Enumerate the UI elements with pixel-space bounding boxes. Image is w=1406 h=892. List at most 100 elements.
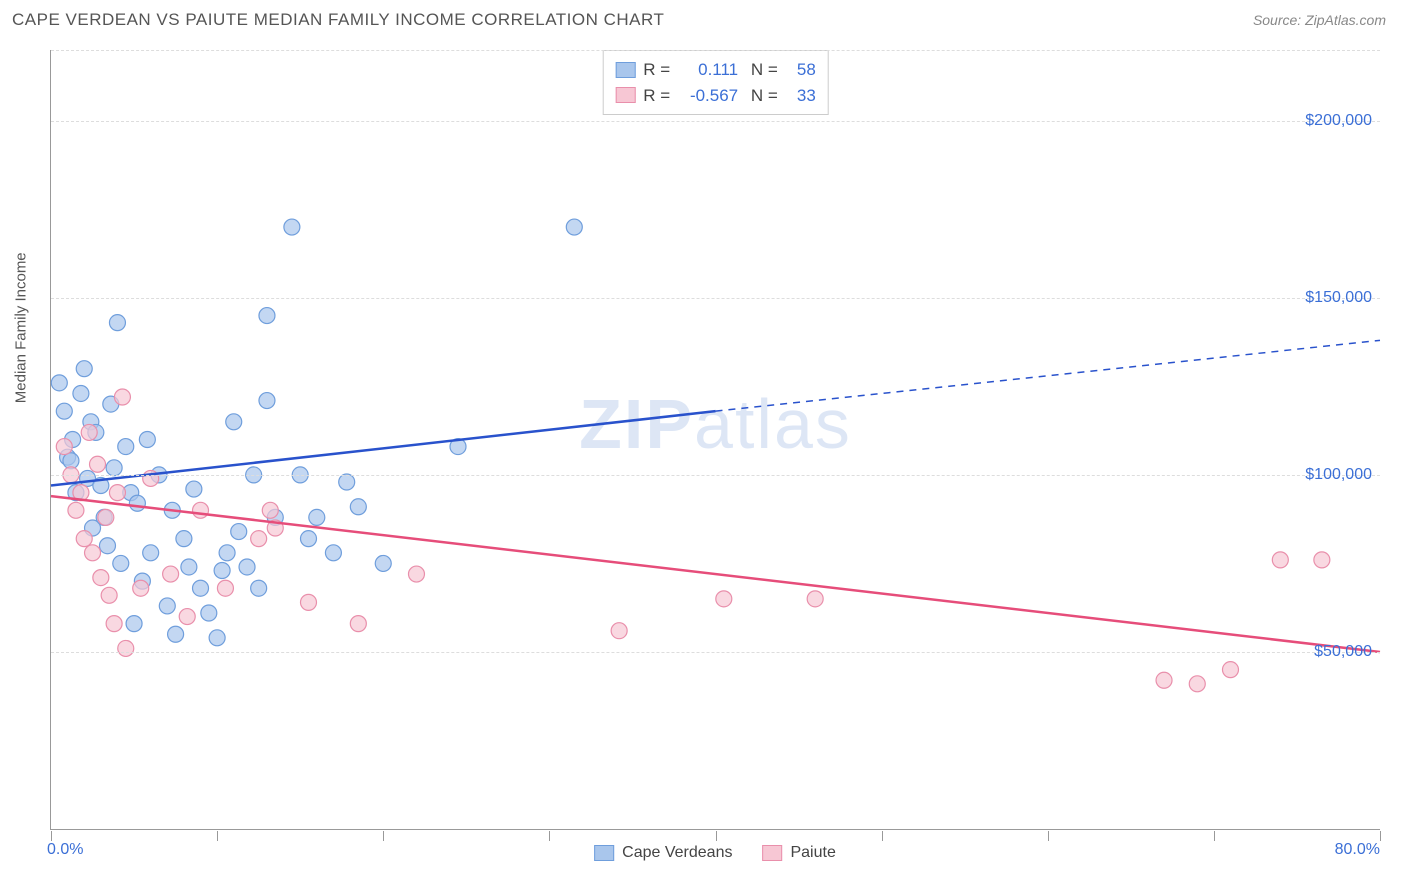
point-capeverdeans xyxy=(139,432,155,448)
plot-area: ZIPatlas Median Family Income R = 0.111 … xyxy=(50,50,1380,830)
y-tick-label: $200,000 xyxy=(1305,112,1372,130)
point-capeverdeans xyxy=(129,495,145,511)
y-tick-label: $150,000 xyxy=(1305,289,1372,307)
point-paiute xyxy=(1156,672,1172,688)
point-paiute xyxy=(109,485,125,501)
point-capeverdeans xyxy=(566,219,582,235)
n-value-paiute: 33 xyxy=(786,83,816,109)
gridline xyxy=(51,121,1380,122)
gridline xyxy=(51,50,1380,51)
point-paiute xyxy=(251,531,267,547)
point-paiute xyxy=(1314,552,1330,568)
legend-label-capeverdeans: Cape Verdeans xyxy=(622,844,732,862)
point-capeverdeans xyxy=(109,315,125,331)
point-capeverdeans xyxy=(99,538,115,554)
point-paiute xyxy=(68,502,84,518)
point-paiute xyxy=(262,502,278,518)
x-tick xyxy=(1380,831,1381,841)
bottom-legend: Cape Verdeans Paiute xyxy=(594,844,836,862)
point-capeverdeans xyxy=(126,616,142,632)
point-paiute xyxy=(98,509,114,525)
point-capeverdeans xyxy=(193,580,209,596)
point-paiute xyxy=(85,545,101,561)
point-capeverdeans xyxy=(118,439,134,455)
point-paiute xyxy=(101,587,117,603)
point-capeverdeans xyxy=(284,219,300,235)
x-tick-label-max: 80.0% xyxy=(1335,841,1380,859)
chart-header: CAPE VERDEAN VS PAIUTE MEDIAN FAMILY INC… xyxy=(0,0,1406,40)
point-paiute xyxy=(193,502,209,518)
regression-capeverdeans-dashed xyxy=(716,340,1381,411)
point-paiute xyxy=(611,623,627,639)
y-axis-label: Median Family Income xyxy=(13,252,30,403)
point-capeverdeans xyxy=(176,531,192,547)
swatch-paiute xyxy=(762,845,782,861)
point-paiute xyxy=(408,566,424,582)
point-capeverdeans xyxy=(186,481,202,497)
point-capeverdeans xyxy=(56,403,72,419)
legend-item-capeverdeans: Cape Verdeans xyxy=(594,844,732,862)
point-capeverdeans xyxy=(300,531,316,547)
point-paiute xyxy=(807,591,823,607)
point-paiute xyxy=(179,609,195,625)
point-paiute xyxy=(90,456,106,472)
point-paiute xyxy=(350,616,366,632)
point-paiute xyxy=(106,616,122,632)
y-tick-label: $100,000 xyxy=(1305,466,1372,484)
y-tick-label: $50,000 xyxy=(1314,643,1372,661)
point-paiute xyxy=(93,570,109,586)
swatch-capeverdeans xyxy=(615,62,635,78)
stats-row-capeverdeans: R = 0.111 N = 58 xyxy=(615,57,816,83)
chart-svg xyxy=(51,50,1380,829)
point-capeverdeans xyxy=(159,598,175,614)
point-paiute xyxy=(300,594,316,610)
point-capeverdeans xyxy=(309,509,325,525)
x-tick xyxy=(383,831,384,841)
r-value-capeverdeans: 0.111 xyxy=(678,57,738,83)
point-capeverdeans xyxy=(259,308,275,324)
x-tick-label-min: 0.0% xyxy=(47,841,83,859)
point-capeverdeans xyxy=(226,414,242,430)
gridline xyxy=(51,652,1380,653)
point-capeverdeans xyxy=(259,393,275,409)
point-capeverdeans xyxy=(339,474,355,490)
x-tick xyxy=(217,831,218,841)
point-capeverdeans xyxy=(76,361,92,377)
point-capeverdeans xyxy=(73,385,89,401)
point-capeverdeans xyxy=(106,460,122,476)
point-paiute xyxy=(716,591,732,607)
point-paiute xyxy=(133,580,149,596)
gridline xyxy=(51,475,1380,476)
point-capeverdeans xyxy=(231,524,247,540)
point-capeverdeans xyxy=(143,545,159,561)
point-paiute xyxy=(163,566,179,582)
stats-legend: R = 0.111 N = 58 R = -0.567 N = 33 xyxy=(602,50,829,115)
point-paiute xyxy=(1222,662,1238,678)
point-paiute xyxy=(1272,552,1288,568)
point-paiute xyxy=(81,424,97,440)
n-label: N = xyxy=(746,57,778,83)
point-paiute xyxy=(114,389,130,405)
n-value-capeverdeans: 58 xyxy=(786,57,816,83)
point-paiute xyxy=(118,640,134,656)
point-capeverdeans xyxy=(239,559,255,575)
chart-container: ZIPatlas Median Family Income R = 0.111 … xyxy=(50,50,1380,830)
legend-item-paiute: Paiute xyxy=(762,844,835,862)
swatch-paiute xyxy=(615,87,635,103)
point-capeverdeans xyxy=(350,499,366,515)
point-capeverdeans xyxy=(201,605,217,621)
point-capeverdeans xyxy=(209,630,225,646)
point-capeverdeans xyxy=(251,580,267,596)
point-capeverdeans xyxy=(219,545,235,561)
x-tick xyxy=(716,831,717,841)
point-capeverdeans xyxy=(375,555,391,571)
x-tick xyxy=(549,831,550,841)
point-capeverdeans xyxy=(214,563,230,579)
chart-title: CAPE VERDEAN VS PAIUTE MEDIAN FAMILY INC… xyxy=(12,10,664,30)
x-tick xyxy=(1048,831,1049,841)
r-value-paiute: -0.567 xyxy=(678,83,738,109)
point-capeverdeans xyxy=(181,559,197,575)
x-tick xyxy=(51,831,52,841)
point-capeverdeans xyxy=(325,545,341,561)
x-tick xyxy=(882,831,883,841)
